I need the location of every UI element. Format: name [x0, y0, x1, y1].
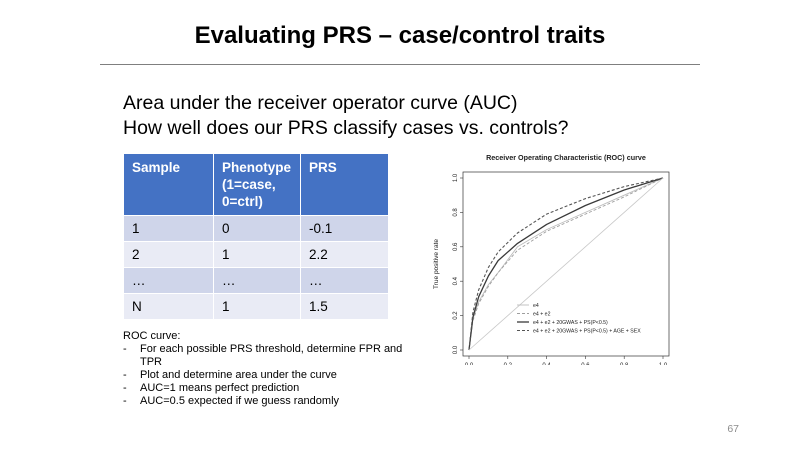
bullet-text: AUC=1 means perfect prediction — [140, 382, 300, 394]
list-item: - AUC=1 means perfect prediction — [123, 382, 403, 395]
cell-sample: 1 — [123, 215, 214, 242]
chart-title: Receiver Operating Characteristic (ROC) … — [486, 153, 646, 162]
x-tick-label: 1.0 — [659, 363, 668, 365]
x-tick-label: 0.2 — [504, 363, 513, 365]
roc-series-line — [468, 177, 664, 351]
title-divider — [100, 64, 700, 65]
cell-prs: 1.5 — [300, 293, 389, 320]
y-tick-label: 0.2 — [453, 311, 459, 320]
bullet-dash: - — [123, 343, 127, 355]
header-prs: PRS — [300, 153, 389, 216]
x-tick-label: 0.8 — [620, 363, 629, 365]
roc-notes: ROC curve: - For each possible PRS thresh… — [123, 330, 403, 408]
cell-sample: … — [123, 267, 214, 294]
bullet-dash: - — [123, 382, 127, 394]
y-tick-label: 0.4 — [453, 276, 459, 285]
cell-prs: 2.2 — [300, 241, 389, 268]
cell-prs: -0.1 — [300, 215, 389, 242]
x-tick-label: 0.4 — [542, 363, 551, 365]
cell-sample: N — [123, 293, 214, 320]
table-row: N 1 1.5 — [123, 293, 389, 320]
y-tick-label: 1.0 — [453, 173, 459, 182]
list-item: - For each possible PRS threshold, determ… — [123, 343, 403, 369]
header-phenotype: Phenotype (1=case, 0=ctrl) — [213, 153, 301, 216]
bullet-dash: - — [123, 369, 127, 381]
bullet-text: AUC=0.5 expected if we guess randomly — [140, 395, 340, 407]
y-tick-label: 0.8 — [453, 208, 459, 217]
cell-phenotype: 1 — [213, 241, 301, 268]
bullet-dash: - — [123, 395, 127, 407]
list-item: - AUC=0.5 expected if we guess randomly — [123, 395, 403, 408]
cell-sample: 2 — [123, 241, 214, 268]
prs-table: Sample Phenotype (1=case, 0=ctrl) PRS 1 … — [123, 153, 389, 320]
reference-diagonal-line — [468, 177, 664, 351]
x-tick-label: 0.0 — [465, 363, 474, 365]
y-axis-label: True positive rate — [433, 239, 440, 289]
notes-heading: ROC curve: — [123, 330, 181, 342]
slide-title: Evaluating PRS – case/control traits — [194, 22, 606, 49]
table-row: … … … — [123, 267, 389, 294]
legend-label: e4 + e2 + 20GWAS + PS(P<0.5) + AGE + SEX — [533, 329, 641, 335]
bullet-text: Plot and determine area under the curve — [140, 369, 337, 381]
bullet-text: For each possible PRS threshold, determi… — [140, 343, 403, 368]
cell-phenotype: 0 — [213, 215, 301, 242]
plot-frame — [462, 171, 670, 357]
page-number: 67 — [727, 423, 739, 435]
notes-list: - For each possible PRS threshold, determ… — [123, 343, 403, 408]
table-header-row: Sample Phenotype (1=case, 0=ctrl) PRS — [123, 153, 389, 216]
legend-label: e4 + e2 — [533, 312, 551, 318]
slide-subtitle: Area under the receiver operator curve (… — [123, 91, 568, 141]
subtitle-line-2: How well does our PRS classify cases vs.… — [123, 117, 569, 139]
subtitle-line-1: Area under the receiver operator curve (… — [123, 92, 518, 114]
list-item: - Plot and determine area under the curve — [123, 369, 403, 382]
table-row: 1 0 -0.1 — [123, 215, 389, 242]
header-sample: Sample — [123, 153, 214, 216]
legend-label: e4 — [533, 303, 539, 309]
cell-phenotype: 1 — [213, 293, 301, 320]
roc-series-line — [468, 177, 664, 351]
cell-prs: … — [300, 267, 389, 294]
roc-chart: Receiver Operating Characteristic (ROC) … — [425, 150, 675, 365]
y-tick-label: 0.0 — [453, 345, 459, 354]
legend-label: e4 + e2 + 20GWAS + PS(P<0.5) — [533, 320, 608, 326]
chart-background — [425, 150, 675, 365]
table-row: 2 1 2.2 — [123, 241, 389, 268]
x-tick-label: 0.6 — [581, 363, 590, 365]
roc-series-line — [468, 177, 664, 351]
y-tick-label: 0.6 — [453, 242, 459, 251]
roc-series-line — [468, 177, 664, 351]
cell-phenotype: … — [213, 267, 301, 294]
